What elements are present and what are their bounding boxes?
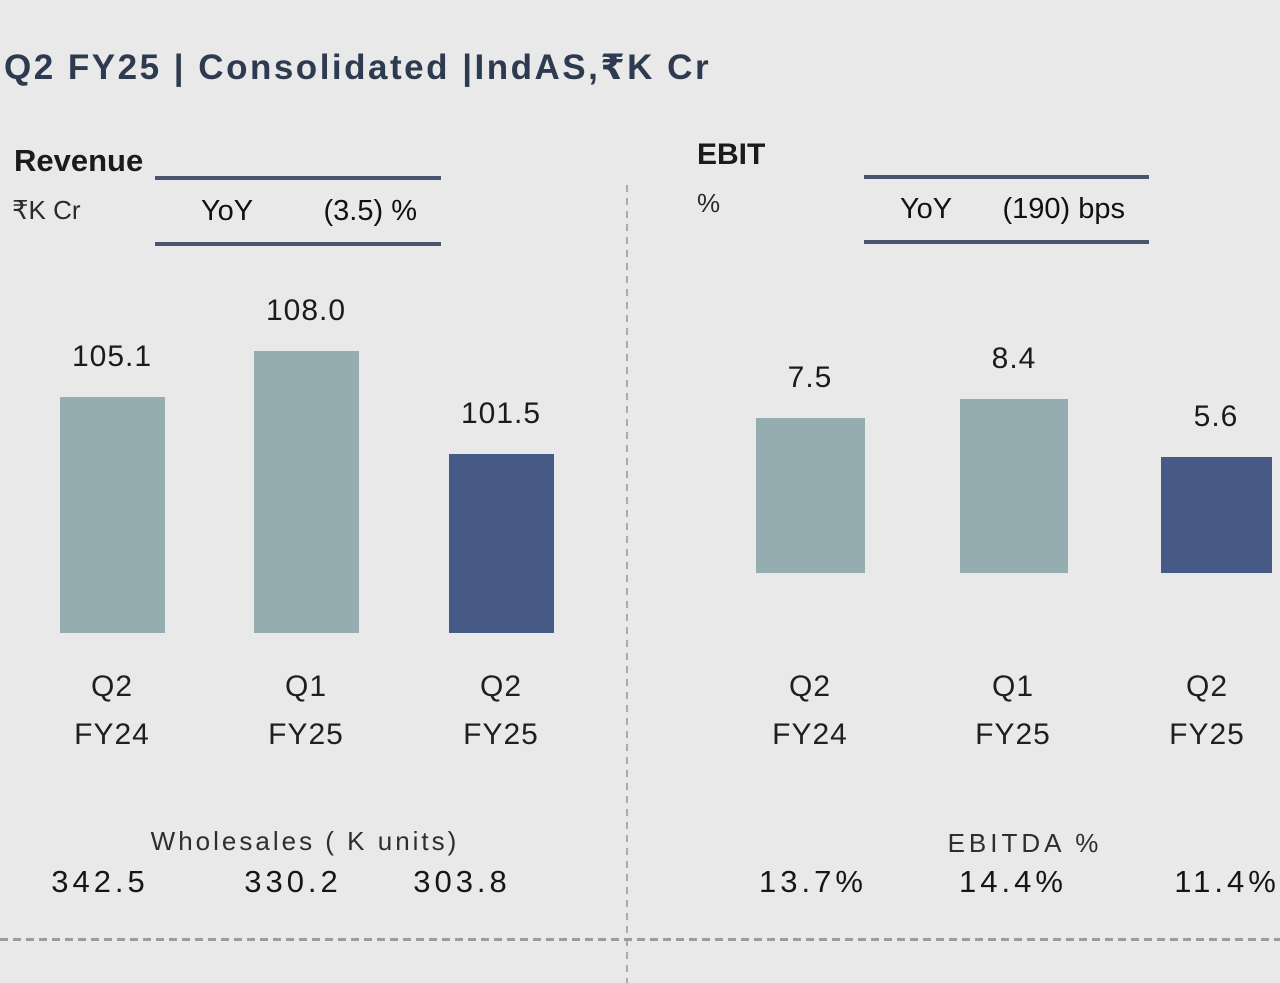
ebit-cat-q1fy25: Q1 FY25 bbox=[933, 663, 1093, 759]
revenue-yoy-value: (3.5) % bbox=[323, 194, 417, 227]
ebit-bar-value-q2fy24: 7.5 bbox=[787, 361, 833, 394]
revenue-unit-label: ₹K Cr bbox=[12, 195, 81, 225]
ebitda-value-q1fy25: 14.4% bbox=[959, 864, 1067, 899]
ebit-bar-col-q2fy24: 7.5 bbox=[730, 361, 890, 573]
revenue-bar-col-q1fy25: 108.0 bbox=[226, 294, 386, 633]
revenue-bar-value-q2fy24: 105.1 bbox=[71, 340, 153, 373]
ebit-yoy-box: YoY (190) bps bbox=[864, 175, 1149, 244]
wholesales-value-q1fy25: 330.2 bbox=[244, 864, 342, 899]
cat-line1: Q2 bbox=[90, 670, 134, 703]
ebit-bar-q2fy25 bbox=[1160, 457, 1272, 573]
ebit-yoy-label: YoY bbox=[900, 193, 953, 225]
ebit-cat-q2fy25: Q2 FY25 bbox=[1127, 663, 1280, 759]
ebit-bar-q2fy24 bbox=[755, 418, 865, 573]
horizontal-dashed-divider bbox=[0, 938, 1280, 941]
ebit-title: EBIT bbox=[697, 138, 766, 171]
revenue-cat-q1fy25: Q1 FY25 bbox=[226, 663, 386, 759]
cat-line1: Q2 bbox=[479, 670, 523, 703]
cat-line2: FY24 bbox=[772, 718, 848, 751]
revenue-cat-q2fy24: Q2 FY24 bbox=[32, 663, 192, 759]
revenue-bar-q2fy24 bbox=[59, 397, 165, 633]
wholesales-caption: Wholesales ( K units) bbox=[150, 826, 460, 856]
ebit-bar-col-q2fy25: 5.6 bbox=[1136, 400, 1280, 573]
ebit-unit-label: % bbox=[697, 188, 721, 218]
ebit-bar-col-q1fy25: 8.4 bbox=[934, 342, 1094, 573]
ebit-bar-q1fy25 bbox=[960, 399, 1068, 573]
revenue-title: Revenue bbox=[14, 143, 144, 178]
vertical-dashed-divider bbox=[626, 185, 628, 983]
ebit-yoy-value: (190) bps bbox=[1002, 193, 1125, 225]
wholesales-value-q2fy24: 342.5 bbox=[51, 864, 149, 899]
cat-line2: FY25 bbox=[463, 718, 539, 751]
ebit-bar-value-q1fy25: 8.4 bbox=[991, 342, 1037, 375]
ebitda-value-q2fy24: 13.7% bbox=[759, 864, 867, 899]
revenue-bar-col-q2fy24: 105.1 bbox=[32, 340, 192, 633]
cat-line1: Q1 bbox=[991, 670, 1035, 703]
ebit-cat-q2fy24: Q2 FY24 bbox=[730, 663, 890, 759]
revenue-bar-col-q2fy25: 101.5 bbox=[421, 397, 581, 633]
ebitda-value-q2fy25: 11.4% bbox=[1174, 864, 1280, 899]
ebitda-caption: EBITDA % bbox=[947, 828, 1103, 858]
revenue-yoy-box: YoY (3.5) % bbox=[155, 176, 441, 246]
slide-title: Q2 FY25 | Consolidated |IndAS,₹K Cr bbox=[4, 48, 712, 87]
cat-line2: FY25 bbox=[1169, 718, 1245, 751]
cat-line1: Q2 bbox=[788, 670, 832, 703]
cat-line2: FY25 bbox=[975, 718, 1051, 751]
cat-line2: FY24 bbox=[74, 718, 150, 751]
revenue-bar-q1fy25 bbox=[253, 351, 359, 633]
revenue-yoy-label: YoY bbox=[201, 194, 254, 227]
cat-line2: FY25 bbox=[268, 718, 344, 751]
revenue-bar-q2fy25 bbox=[448, 454, 554, 633]
revenue-cat-q2fy25: Q2 FY25 bbox=[421, 663, 581, 759]
revenue-bar-value-q2fy25: 101.5 bbox=[460, 397, 542, 430]
cat-line1: Q1 bbox=[284, 670, 328, 703]
wholesales-value-q2fy25: 303.8 bbox=[413, 864, 511, 899]
revenue-bar-value-q1fy25: 108.0 bbox=[265, 294, 347, 327]
ebit-bar-value-q2fy25: 5.6 bbox=[1193, 400, 1239, 433]
cat-line1: Q2 bbox=[1185, 670, 1229, 703]
